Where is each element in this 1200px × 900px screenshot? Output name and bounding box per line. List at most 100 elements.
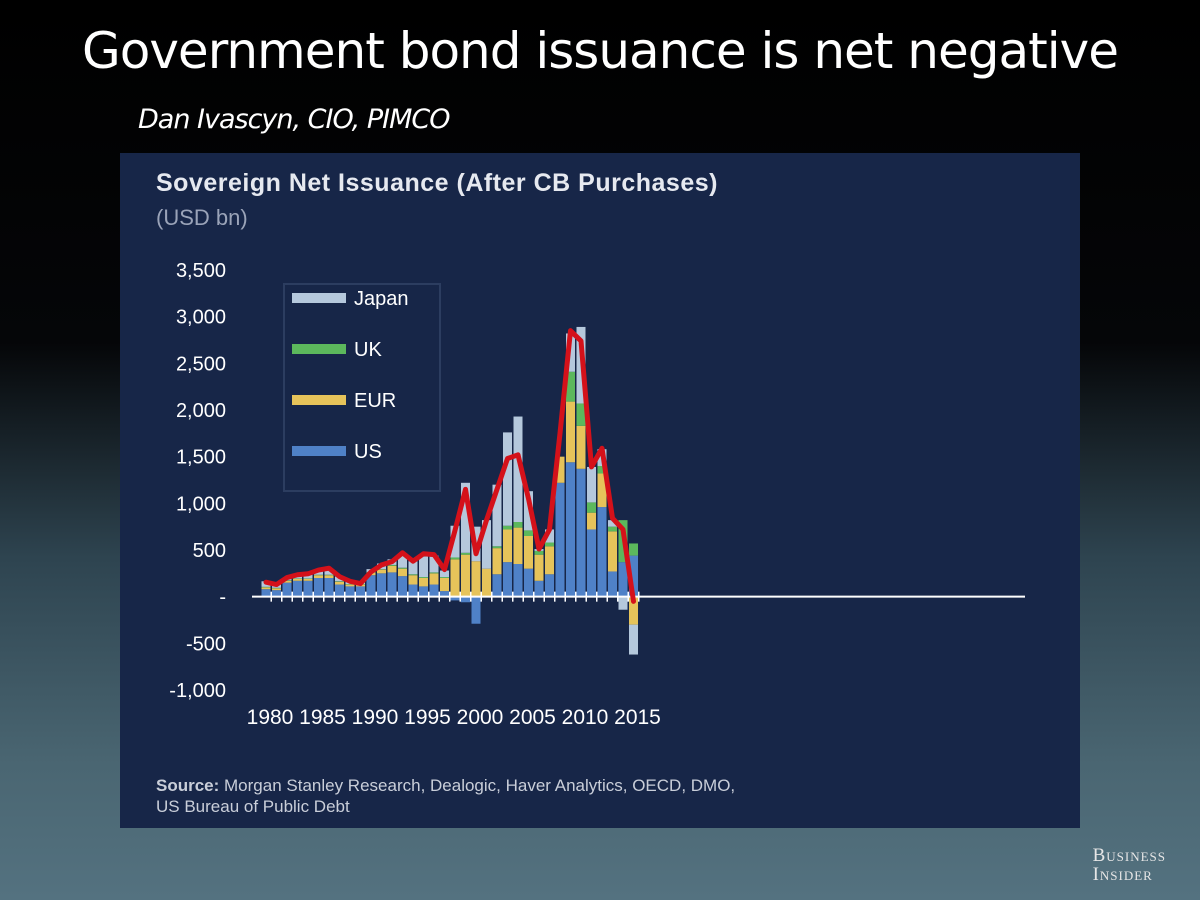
bar-eur-2011 bbox=[587, 512, 596, 530]
bar-eur-1995 bbox=[419, 578, 428, 587]
bar-eur-1987 bbox=[335, 581, 344, 585]
bar-japan-2002 bbox=[492, 484, 502, 547]
source-text-line1: Morgan Stanley Research, Dealogic, Haver… bbox=[219, 776, 736, 795]
y-tick-label: - bbox=[219, 587, 226, 609]
bar-uk-2012 bbox=[597, 466, 607, 474]
bar-japan-2007 bbox=[545, 529, 554, 543]
bar-uk-2004 bbox=[513, 522, 523, 528]
x-tick-label: 1995 bbox=[404, 706, 451, 729]
bar-eur-2010 bbox=[576, 425, 586, 469]
bar-eur-1988 bbox=[345, 584, 355, 587]
legend-swatch-us bbox=[292, 446, 346, 456]
bar-japan-1997 bbox=[440, 570, 449, 578]
chart-panel: Sovereign Net Issuance (After CB Purchas… bbox=[120, 153, 1080, 828]
y-tick-label: 1,500 bbox=[176, 447, 226, 469]
bar-us-1984 bbox=[303, 580, 313, 597]
bar-eur-2007 bbox=[545, 546, 554, 575]
business-insider-logo: Business Insider bbox=[1093, 846, 1166, 884]
x-tick-label: 1990 bbox=[352, 706, 399, 729]
bar-uk-1991 bbox=[377, 569, 386, 570]
bar-eur-2000 bbox=[471, 561, 481, 597]
slide-title: Government bond issuance is net negative bbox=[82, 22, 1119, 80]
bar-eur-1997 bbox=[440, 578, 449, 592]
bar-us-1983 bbox=[293, 580, 302, 597]
bar-uk-1984 bbox=[303, 578, 313, 579]
bar-japan-1995 bbox=[419, 556, 428, 578]
bar-us-2000 bbox=[471, 596, 481, 624]
bar-eur-1999 bbox=[461, 554, 470, 597]
y-tick-label: -500 bbox=[186, 633, 226, 655]
bar-japan-2011 bbox=[587, 466, 596, 503]
bar-us-1993 bbox=[398, 576, 407, 597]
bar-us-2003 bbox=[503, 562, 512, 597]
bar-us-1996 bbox=[429, 584, 439, 597]
bar-eur-1985 bbox=[314, 575, 323, 578]
bar-us-1991 bbox=[377, 573, 386, 597]
bar-uk-1982 bbox=[282, 580, 292, 581]
bar-uk-1985 bbox=[314, 574, 323, 576]
bar-uk-2005 bbox=[524, 530, 533, 536]
bar-uk-2009 bbox=[566, 371, 575, 402]
bar-japan-2003 bbox=[503, 432, 512, 526]
bar-us-2015 bbox=[629, 555, 638, 597]
bar-uk-1993 bbox=[398, 567, 407, 569]
bar-us-2013 bbox=[608, 571, 617, 597]
bar-us-1997 bbox=[440, 591, 449, 597]
bar-eur-2005 bbox=[524, 536, 533, 569]
bar-uk-2010 bbox=[576, 403, 586, 426]
bar-japan-1996 bbox=[429, 555, 439, 573]
bar-eur-1984 bbox=[303, 578, 313, 581]
bar-uk-2015 bbox=[629, 543, 638, 556]
bar-uk-2006 bbox=[534, 550, 544, 555]
x-tick-label: 2000 bbox=[457, 706, 504, 729]
bar-uk-1995 bbox=[419, 577, 428, 578]
bar-japan-1986 bbox=[324, 569, 334, 575]
x-tick-label: 2005 bbox=[509, 706, 556, 729]
bar-eur-2009 bbox=[566, 401, 575, 463]
y-tick-label: 2,000 bbox=[176, 400, 226, 422]
y-tick-label: 1,000 bbox=[176, 493, 226, 515]
bar-uk-2002 bbox=[492, 546, 502, 549]
bar-us-2012 bbox=[597, 507, 607, 597]
bar-us-1998 bbox=[450, 596, 460, 601]
bar-japan-1993 bbox=[398, 553, 407, 568]
bar-us-1994 bbox=[408, 584, 418, 597]
bar-uk-1980 bbox=[261, 586, 271, 588]
bar-us-2011 bbox=[587, 529, 596, 597]
legend-label-us: US bbox=[354, 441, 382, 463]
bar-us-2008 bbox=[555, 482, 565, 597]
bar-eur-1992 bbox=[387, 565, 397, 573]
bar-uk-1981 bbox=[272, 587, 281, 589]
x-tick-label: 2015 bbox=[614, 706, 661, 729]
bar-eur-1980 bbox=[261, 587, 271, 590]
bar-us-1989 bbox=[356, 586, 365, 597]
bar-us-1987 bbox=[335, 584, 344, 597]
legend-swatch-uk bbox=[292, 344, 346, 354]
bar-uk-1994 bbox=[408, 574, 418, 576]
bar-japan-2013 bbox=[608, 520, 617, 527]
bar-eur-2008 bbox=[555, 456, 565, 483]
bar-eur-2015 bbox=[629, 596, 638, 625]
bar-eur-1981 bbox=[272, 588, 281, 591]
brand-line-1: Business bbox=[1092, 845, 1166, 866]
legend-label-uk: UK bbox=[354, 339, 382, 361]
bar-uk-1998 bbox=[450, 557, 460, 560]
x-tick-label: 2010 bbox=[562, 706, 609, 729]
source-text-line2: US Bureau of Public Debt bbox=[156, 797, 350, 816]
bar-eur-2013 bbox=[608, 531, 617, 572]
bar-us-1992 bbox=[387, 572, 397, 597]
bar-eur-2012 bbox=[597, 473, 607, 508]
bar-us-1982 bbox=[282, 582, 292, 597]
chart-title: Sovereign Net Issuance (After CB Purchas… bbox=[156, 169, 718, 197]
legend-swatch-japan bbox=[292, 293, 346, 303]
bar-uk-2003 bbox=[503, 525, 512, 530]
bar-japan-1998 bbox=[450, 525, 460, 558]
bar-eur-1994 bbox=[408, 575, 418, 585]
bar-eur-1983 bbox=[293, 578, 302, 581]
brand-line-2: Insider bbox=[1092, 864, 1153, 885]
bar-eur-1986 bbox=[324, 575, 334, 578]
chart-plot-area: 3,500 3,000 2,500 2,000 1,500 1,000 500 - -500 -1… bbox=[169, 260, 1025, 729]
chart-source: Source: Morgan Stanley Research, Dealogi… bbox=[156, 775, 735, 817]
slide-subtitle: Dan Ivascyn, CIO, PIMCO bbox=[138, 104, 450, 135]
bar-eur-2004 bbox=[513, 527, 523, 564]
